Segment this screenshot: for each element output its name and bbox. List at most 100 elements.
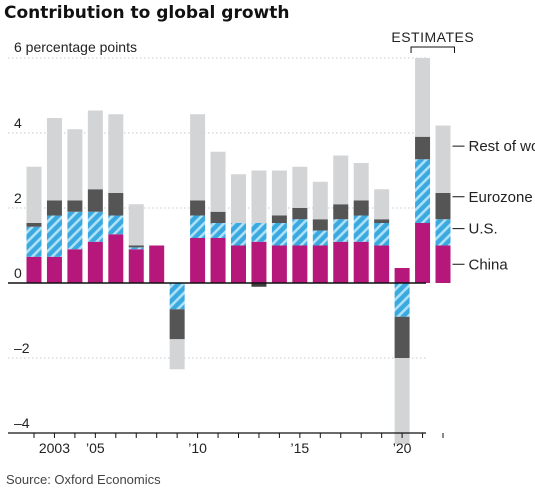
bar-rest-of-world-2016 bbox=[312, 181, 328, 220]
bar-u-s--2013 bbox=[251, 223, 267, 242]
bar-u-s--2003 bbox=[46, 215, 62, 257]
bar-eurozone-2006 bbox=[108, 193, 124, 216]
x-tick-label: ’05 bbox=[86, 440, 105, 456]
bar-eurozone-2005 bbox=[87, 189, 103, 212]
bar-u-s--2021 bbox=[415, 159, 431, 223]
bar-rest-of-world-2015 bbox=[292, 166, 308, 208]
bar-china-2005 bbox=[87, 241, 103, 283]
bar-china-2006 bbox=[108, 234, 124, 283]
y-tick-label: 0 bbox=[14, 265, 22, 281]
bar-china-2012 bbox=[231, 245, 246, 283]
bar-rest-of-world-2009 bbox=[169, 339, 185, 370]
bar-china-2004 bbox=[67, 249, 83, 283]
bar-china-2018 bbox=[353, 241, 369, 283]
bar-china-2008 bbox=[149, 245, 165, 283]
bar-eurozone-2015 bbox=[292, 208, 308, 220]
bar-u-s--2006 bbox=[108, 215, 124, 235]
estimates-bracket: ESTIMATES bbox=[391, 29, 474, 53]
bar-china-2015 bbox=[292, 245, 308, 283]
bar-u-s--2010 bbox=[190, 215, 206, 238]
bar-rest-of-world-2007 bbox=[128, 204, 144, 246]
bar-rest-of-world-2002 bbox=[26, 166, 42, 223]
bar-china-2017 bbox=[333, 241, 349, 283]
bar-u-s--2018 bbox=[353, 215, 369, 242]
bar-rest-of-world-2004 bbox=[67, 129, 83, 201]
x-tick-label: ’15 bbox=[291, 440, 310, 456]
bar-china-negative-2013 bbox=[251, 283, 267, 287]
bar-u-s--2015 bbox=[292, 219, 308, 246]
bar-china-2003 bbox=[46, 256, 62, 283]
bar-eurozone-2018 bbox=[353, 200, 369, 216]
bar-eurozone-2010 bbox=[190, 200, 206, 216]
legend-u-s-: U.S. bbox=[469, 221, 498, 238]
bar-china-2016 bbox=[312, 245, 328, 283]
bar-rest-of-world-2012 bbox=[231, 174, 246, 223]
y-tick-label: 2 bbox=[14, 190, 22, 206]
y-unit-label: 6 percentage points bbox=[14, 39, 137, 55]
legend-rest-of-world: Rest of world bbox=[469, 138, 535, 155]
bar-rest-of-world-2017 bbox=[333, 155, 349, 205]
bar-rest-of-world-2005 bbox=[87, 110, 103, 190]
bar-eurozone-2011 bbox=[210, 211, 226, 223]
chart-title: Contribution to global growth bbox=[4, 3, 289, 23]
bar-china-2014 bbox=[271, 245, 287, 283]
bar-china-2022 bbox=[435, 245, 451, 283]
bar-u-s--2007 bbox=[128, 247, 144, 250]
x-tick-label: 2003 bbox=[39, 440, 70, 456]
bar-eurozone-2007 bbox=[128, 245, 144, 248]
bar-rest-of-world-2020 bbox=[394, 358, 410, 445]
bar-rest-of-world-2003 bbox=[46, 118, 62, 201]
x-tick-label: ’20 bbox=[393, 440, 412, 456]
bar-rest-of-world-2010 bbox=[190, 114, 206, 201]
bar-eurozone-2020 bbox=[394, 316, 410, 358]
bar-eurozone-2019 bbox=[374, 219, 390, 223]
bar-u-s--2022 bbox=[435, 219, 451, 246]
bar-china-2007 bbox=[128, 249, 144, 283]
source-note: Source: Oxford Economics bbox=[6, 472, 161, 487]
bar-china-2002 bbox=[26, 256, 42, 283]
bar-eurozone-2003 bbox=[46, 200, 62, 216]
legend: China U.S. Eurozone Rest of world bbox=[452, 138, 535, 273]
bar-rest-of-world-2022 bbox=[435, 125, 451, 193]
bar-eurozone-2009 bbox=[169, 309, 185, 340]
bar-eurozone-2014 bbox=[271, 215, 287, 223]
bar-u-s--2017 bbox=[333, 219, 349, 242]
bar-u-s--2012 bbox=[231, 223, 246, 246]
bar-rest-of-world-2011 bbox=[210, 151, 226, 212]
bar-rest-of-world-2018 bbox=[353, 163, 369, 201]
bar-rest-of-world-2006 bbox=[108, 114, 124, 193]
bar-china-2020 bbox=[394, 268, 410, 283]
bar-eurozone-2016 bbox=[312, 219, 328, 231]
bar-u-s--2004 bbox=[67, 211, 83, 250]
bars bbox=[26, 58, 451, 445]
bar-china-2019 bbox=[374, 245, 390, 283]
bar-china-2013 bbox=[251, 241, 267, 283]
bar-rest-of-world-2021 bbox=[415, 58, 431, 137]
bar-u-s--2005 bbox=[87, 211, 103, 242]
x-tick-label: ’10 bbox=[188, 440, 207, 456]
bar-rest-of-world-2013 bbox=[251, 170, 267, 223]
bar-u-s--2019 bbox=[374, 223, 390, 246]
bar-eurozone-2004 bbox=[67, 200, 83, 212]
bar-eurozone-2022 bbox=[435, 193, 451, 220]
bar-u-s--2002 bbox=[26, 226, 42, 257]
bar-u-s--2009 bbox=[169, 283, 185, 310]
estimates-label: ESTIMATES bbox=[391, 29, 474, 45]
y-tick-label: –4 bbox=[14, 415, 30, 431]
bar-u-s--2020 bbox=[394, 283, 410, 317]
legend-china: China bbox=[469, 256, 509, 273]
bar-eurozone-2017 bbox=[333, 204, 349, 220]
bar-rest-of-world-2014 bbox=[271, 170, 287, 216]
bar-eurozone-2002 bbox=[26, 223, 42, 227]
legend-eurozone: Eurozone bbox=[469, 189, 533, 206]
y-tick-label: –2 bbox=[14, 340, 30, 356]
bar-china-2011 bbox=[210, 238, 226, 283]
bar-u-s--2011 bbox=[210, 223, 226, 238]
bar-u-s--2014 bbox=[271, 223, 287, 246]
bar-rest-of-world-2019 bbox=[374, 189, 390, 220]
y-tick-label: 4 bbox=[14, 115, 22, 131]
estimates-bracket-line bbox=[410, 46, 455, 53]
bar-china-2021 bbox=[415, 223, 431, 283]
bar-eurozone-2021 bbox=[415, 136, 431, 160]
